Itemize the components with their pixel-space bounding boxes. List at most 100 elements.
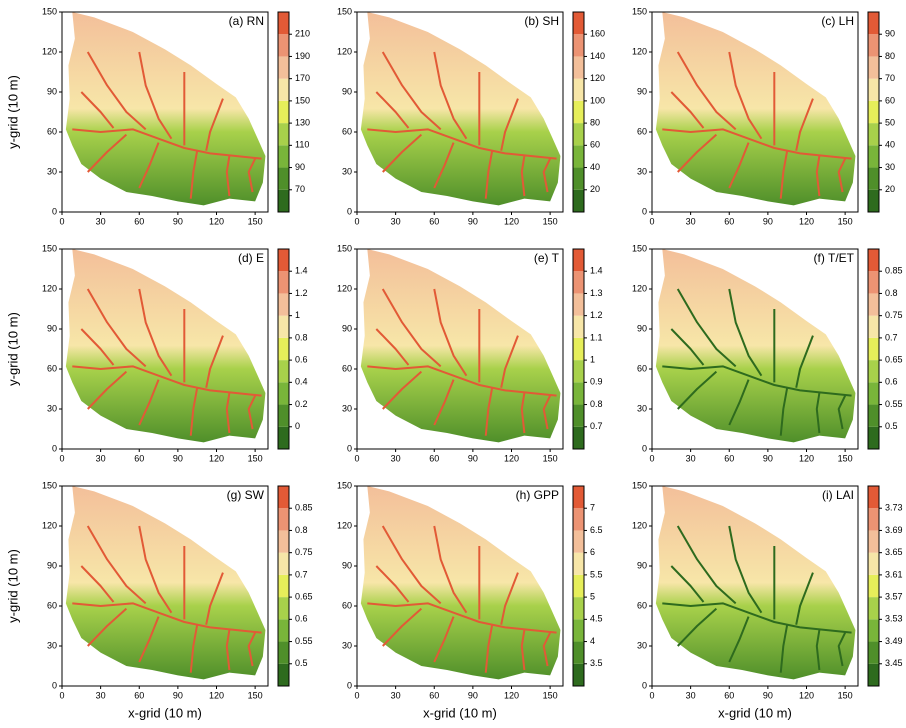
colorbar-tick-label: 0.4 [295,377,308,387]
stream [138,142,160,189]
panel-title: (g) SW [227,488,265,502]
y-tick-label: 120 [632,520,647,530]
panel: 0 30 60 90 120 150 0 30 60 90 120 150 (d) E y-grid (1… [5,243,307,463]
y-tick-label: 30 [47,403,57,413]
colorbar-swatch [868,426,879,449]
stream [484,624,494,673]
y-axis-label: y-grid (10 m) [5,312,20,386]
colorbar-swatch [573,34,584,57]
stream [662,602,852,634]
colorbar-tick-label: 20 [590,184,600,194]
stream [795,572,814,625]
colorbar-tick-label: 1.4 [590,266,603,276]
y-tick-label: 30 [342,166,352,176]
stream [86,51,147,131]
colorbar-swatch [573,293,584,316]
stream [676,525,737,605]
x-tick-label: 60 [724,690,734,700]
stream [189,624,199,673]
colorbar-swatch [573,189,584,212]
y-tick-label: 150 [337,243,352,253]
x-tick-label: 60 [134,690,144,700]
watershed [360,249,561,443]
stream [484,150,494,199]
colorbar-swatch [868,249,879,272]
colorbar-swatch [278,530,289,553]
stream [433,288,468,377]
colorbar-swatch [278,597,289,620]
colorbar-swatch [868,619,879,642]
colorbar-tick-label: 0.6 [295,614,308,624]
colorbar-tick-label: 40 [885,140,895,150]
stream [433,142,455,189]
colorbar-swatch [278,123,289,146]
plot-frame [651,11,859,213]
plot-frame [356,11,564,213]
colorbar-swatch [278,641,289,664]
colorbar-swatch [278,426,289,449]
stream [247,395,257,430]
stream [138,525,173,614]
stream [367,602,557,634]
colorbar-tick-label: 120 [590,73,605,83]
panel: 0 30 60 90 120 150 0 30 60 90 120 150 (h) GPP x-grid … [337,480,603,720]
colorbar-swatch [573,360,584,383]
colorbar-tick-label: 60 [590,140,600,150]
x-tick-label: 120 [799,690,814,700]
y-tick-label: 120 [42,520,57,530]
panel-title: (b) SH [524,14,559,28]
colorbar-tick-label: 50 [885,117,895,127]
panel: 0 30 60 90 120 150 0 30 60 90 120 150 (g) SW x-grid (… [5,480,312,720]
x-tick-label: 0 [354,690,359,700]
stream [662,128,852,160]
colorbar-tick-label: 40 [590,162,600,172]
colorbar-frame [277,11,290,213]
y-tick-label: 150 [632,6,647,16]
y-tick-label: 90 [637,323,647,333]
y-tick-label: 90 [47,323,57,333]
x-tick-label: 60 [134,453,144,463]
watershed [65,486,266,680]
colorbar-tick-label: 3.69 [885,525,903,535]
watershed [360,12,561,206]
x-tick-label: 90 [763,453,773,463]
colorbar-tick-label: 5.5 [590,569,603,579]
x-tick-label: 120 [504,216,519,226]
y-tick-label: 90 [342,560,352,570]
colorbar-tick-label: 6.5 [590,525,603,535]
x-tick-label: 90 [763,690,773,700]
stream [382,370,423,410]
y-tick-label: 30 [47,640,57,650]
y-tick-label: 60 [342,600,352,610]
stream [520,155,526,197]
colorbar-frame [277,485,290,687]
stream [138,51,173,140]
panel-title: (h) GPP [516,488,559,502]
stream [247,158,257,193]
colorbar-swatch [573,552,584,575]
y-axis-label: y-grid (10 m) [5,75,20,149]
x-tick-label: 150 [248,216,263,226]
colorbar-swatch [573,315,584,338]
x-tick-label: 60 [429,690,439,700]
colorbar-tick-label: 3.65 [885,547,903,557]
colorbar-swatch [573,123,584,146]
stream [542,632,552,667]
colorbar-swatch [573,167,584,190]
colorbar-swatch [278,337,289,361]
panel-title: (f) T/ET [814,251,855,265]
colorbar-tick-label: 0.8 [295,332,308,342]
colorbar-swatch [868,360,879,383]
x-tick-label: 30 [391,453,401,463]
x-tick-label: 0 [59,216,64,226]
stream [670,565,705,603]
stream [677,133,718,173]
stream [500,98,519,151]
colorbar-swatch [278,167,289,190]
stream [382,607,423,647]
panel: 0 30 60 90 120 150 0 30 60 90 120 150 (i) LAI x-grid … [632,480,903,720]
stream [138,288,173,377]
colorbar-swatch [868,404,879,427]
colorbar-tick-label: 3.5 [590,658,603,668]
